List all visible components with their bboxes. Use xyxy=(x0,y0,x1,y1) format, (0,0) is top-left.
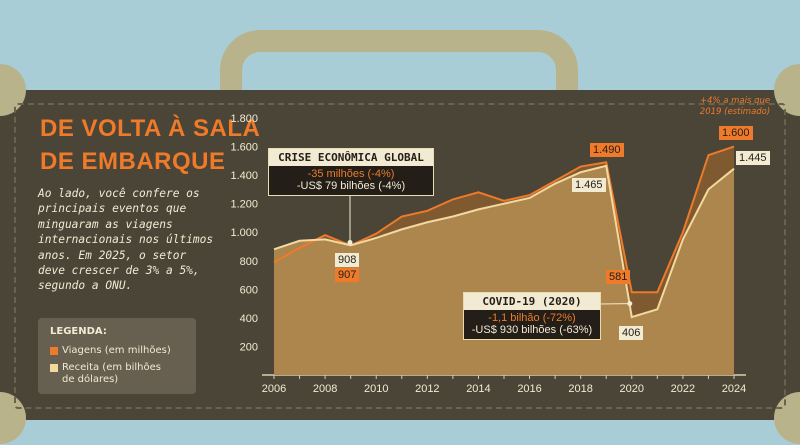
legend-item-revenue: Receita (em bilhões de dólares) xyxy=(50,362,161,386)
x-tick-label: 2020 xyxy=(620,383,644,395)
y-tick-label: 1.400 xyxy=(230,170,258,182)
covid-revenue-change: -US$ 930 bilhões (-63%) xyxy=(471,324,593,336)
legend-item-trips: Viagens (em milhões) xyxy=(50,345,171,357)
label-revenue-2024: 1.445 xyxy=(736,151,770,165)
covid-leader-dot xyxy=(627,301,633,307)
label-trips-2020: 581 xyxy=(606,270,631,284)
x-tick-label: 2006 xyxy=(262,383,286,395)
y-tick-label: 1.800 xyxy=(230,113,258,125)
y-tick-label: 800 xyxy=(240,256,258,268)
forecast-note: +4% a mais que 2019 (estimado) xyxy=(699,96,771,117)
label-revenue-2019: 1.465 xyxy=(572,178,606,192)
covid-trips-change: -1,1 bilhão (-72%) xyxy=(488,312,576,324)
legend-label-revenue: Receita (em bilhões xyxy=(62,362,162,373)
x-tick-label: 2010 xyxy=(364,383,388,395)
crisis-revenue-change: -US$ 79 bilhões (-4%) xyxy=(296,180,406,192)
y-tick-label: 1.600 xyxy=(230,142,258,154)
covid-annotation: COVID-19 (2020) -1,1 bilhão (-72%) -US$ … xyxy=(463,292,601,340)
y-tick-label: 400 xyxy=(240,313,258,325)
x-tick-label: 2016 xyxy=(517,383,541,395)
legend-label-trips: Viagens (em milhões) xyxy=(62,345,171,356)
legend-title: LEGENDA: xyxy=(50,326,107,337)
crisis-annotation: CRISE ECONÔMICA GLOBAL -35 milhões (-4%)… xyxy=(268,148,434,196)
label-revenue-2020: 406 xyxy=(619,326,644,340)
covid-title: COVID-19 (2020) xyxy=(464,293,600,310)
legend-swatch-trips xyxy=(50,347,58,355)
label-trips-2019: 1.490 xyxy=(590,143,624,157)
y-tick-label: 200 xyxy=(240,341,258,353)
title-line-2: de embarque xyxy=(40,148,226,175)
revenue-area xyxy=(274,165,734,375)
x-tick-label: 2022 xyxy=(671,383,695,395)
y-tick-label: 1.000 xyxy=(230,227,258,239)
x-tick-label: 2018 xyxy=(568,383,592,395)
x-tick-label: 2014 xyxy=(466,383,490,395)
y-tick-label: 600 xyxy=(240,284,258,296)
label-revenue-2009: 908 xyxy=(335,253,360,267)
x-tick-label: 2012 xyxy=(415,383,439,395)
crisis-leader-dot xyxy=(347,240,353,246)
legend-label-revenue-2: de dólares) xyxy=(62,374,119,385)
y-tick-label: 1.200 xyxy=(230,199,258,211)
x-tick-label: 2008 xyxy=(313,383,337,395)
crisis-title: CRISE ECONÔMICA GLOBAL xyxy=(269,149,433,166)
suitcase-handle xyxy=(220,30,578,100)
page-title: De volta à sala de embarque xyxy=(40,112,260,178)
crisis-trips-change: -35 milhões (-4%) xyxy=(307,168,395,180)
intro-text: Ao lado, você confere os principais even… xyxy=(38,187,214,293)
label-trips-2024: 1.600 xyxy=(719,126,753,140)
x-tick-label: 2024 xyxy=(722,383,746,395)
suitcase-stitching xyxy=(14,103,786,409)
legend-swatch-revenue xyxy=(50,364,58,372)
legend: LEGENDA: Viagens (em milhões) Receita (e… xyxy=(38,318,196,394)
label-trips-2009: 907 xyxy=(335,268,360,282)
title-line-1: De volta à sala xyxy=(40,115,261,142)
